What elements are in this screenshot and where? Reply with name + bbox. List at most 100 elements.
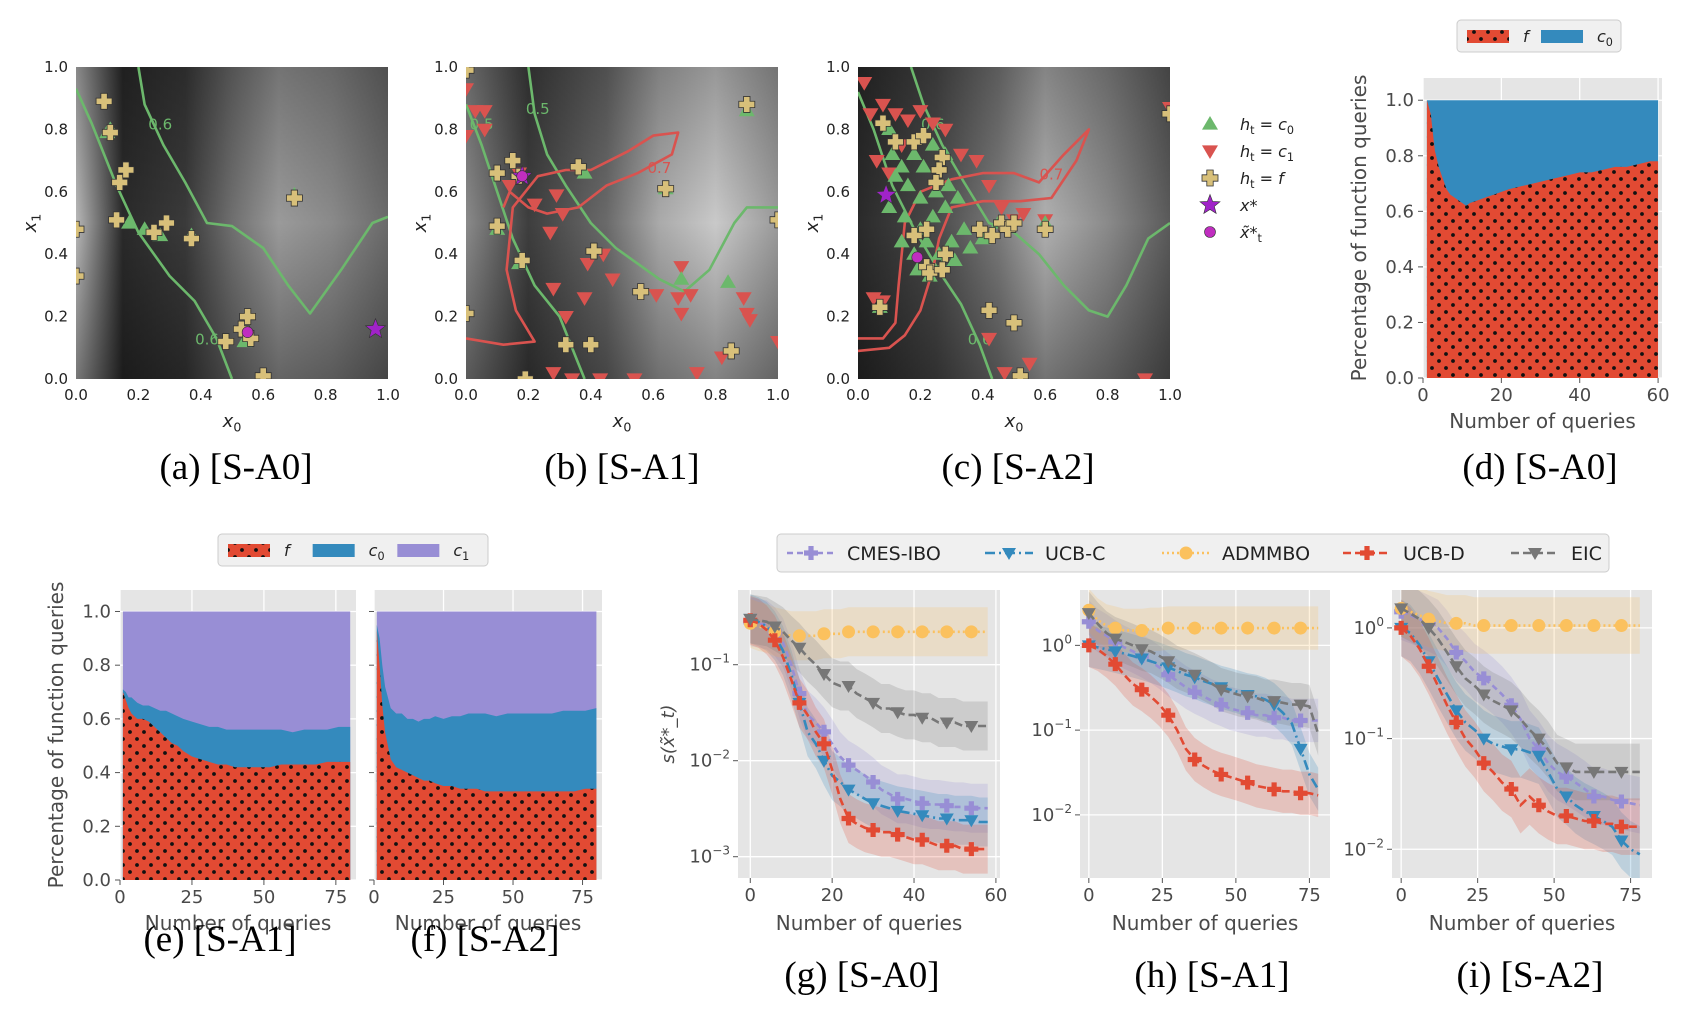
x-tick-label: 0 [1395,885,1406,906]
constraint-c1-point [1137,373,1154,379]
constraint-c1-point [952,148,969,163]
legend-swatch-f [228,544,270,557]
constraint-c0-point [962,239,979,254]
series-marker-ucbd [1449,715,1464,730]
series-marker-cmes [841,758,856,773]
constraint-c0-point [915,158,932,173]
contour-legend: ht = c0 ht = c1 ht = f x* x̃*t [1199,115,1294,245]
objective-f-point [516,370,534,379]
objective-f-point [874,114,892,132]
constraint-c1-point [466,130,474,144]
x-tick-label: 0 [1417,385,1428,406]
constraint-c0-point [881,199,898,213]
y-tick-label: 0.8 [434,120,458,138]
series-marker-ucbd [964,842,979,857]
objective-f-point [117,161,135,179]
series-marker-ucbd [1293,786,1308,801]
x-tick-label: 0.2 [516,386,540,404]
legend-label: ht = c1 [1240,142,1294,164]
x-tick-label: 0.2 [126,386,150,404]
objective-f-point [971,220,989,238]
constraint-c0-point [937,199,954,213]
legend-marker-ucbd [1360,546,1374,561]
series-marker-ucbd [1134,682,1149,697]
constraint-c1-point [688,367,705,379]
constraint-c0-point [896,208,913,223]
series-line-admmbo [1087,609,1319,632]
legend-methods: CMES-IBO UCB-C ADMMBO UCB-D EIC [776,533,1610,573]
series-marker-ucbd [1586,814,1601,829]
objective-f-point [557,336,575,354]
x-tick-label: 1.0 [766,386,790,404]
objective-f-point [738,96,756,113]
series-marker-admmbo [866,625,880,639]
series-marker-cmes [1214,697,1229,712]
series-marker-admmbo [1587,619,1601,633]
caption-a: (a) [S-A0] [159,447,313,488]
y-tick-label: 0.4 [44,245,68,263]
x-tick-label: 50 [1224,885,1247,906]
series-marker-admmbo [1135,623,1149,637]
y-tick-label: 100 [1353,615,1384,639]
constraint-c1-point [648,289,665,303]
y-axis-label: x1 [802,214,826,234]
constraint-c1-point [557,311,574,325]
contour-panel-c: 0.60.60.7 0.0 0.2 0.4 0.6 0.8 1.0 0.0 0.2 0.4 0.6 0… [802,58,1182,435]
series-marker-eic [1586,766,1601,779]
y-tick-label: 0.6 [434,183,458,201]
constraint-c0-point [893,233,910,248]
constraint-c1-point [526,198,543,213]
contour-line-green [137,67,388,315]
area-panel-d: 0 20 40 60 0.0 0.2 0.4 0.6 0.8 1.0 Number of queri… [1347,75,1670,433]
x-tick-label: 0 [1083,885,1094,906]
series-marker-cmes [866,775,881,790]
series-marker-ucbd [816,736,831,751]
constraint-c1-point [1015,208,1032,222]
y-tick-label: 10−3 [689,844,730,868]
series-marker-ucbc [1161,662,1176,675]
series-line-ucbc [1088,644,1320,791]
legend-swatch-c0 [1541,30,1583,43]
series-marker-ucbd [1187,752,1202,767]
constraint-c0-point [949,190,966,204]
series-marker-cmes [792,686,807,701]
series-marker-ucbc [1559,791,1574,804]
series-marker-cmes [1449,645,1464,660]
constraint-c1-point [466,83,474,97]
constraint-c1-point [542,226,559,241]
objective-f-point [722,342,740,360]
objective-f-point [158,214,175,232]
legend-label: c0 [1597,27,1613,49]
y-tick-label: 1.0 [826,58,850,76]
objective-f-point [585,242,603,260]
x-axis-label: x0 [612,411,632,435]
caption-g: (g) [S-A0] [784,955,940,996]
y-axis-label: s(x̃*_t) [658,704,679,763]
legend-label: UCB-D [1403,543,1465,565]
series-marker-ucbc [866,798,881,811]
legend-marker-admmbo [1179,546,1193,560]
legend-area-d: f c0 [1456,19,1622,53]
series-marker-eic [743,613,758,626]
x-axis-label: Number of queries [1449,409,1636,433]
series-marker-eic [1187,669,1202,682]
caption-e: (e) [S-A1] [143,919,297,960]
x-tick-label: 75 [1619,885,1642,906]
series-marker-ucbd [767,633,782,648]
constraint-c1-point [626,373,643,379]
series-marker-eic [890,707,905,720]
series-marker-eic [1476,689,1491,702]
confidence-band-ucbc [1088,623,1319,811]
contour-panel-b: 0.50.50.70.00.20.40.60.81.00.00.20.40.60… [410,58,790,435]
constraint-c1-point [670,292,687,306]
constraint-c0-point [887,168,904,182]
contour-label: 0.7 [648,159,672,177]
x-tick-label: 25 [180,887,203,908]
constraint-c1-point [868,155,885,169]
y-tick-label: 0.0 [826,370,850,388]
y-tick-label: 0.2 [1385,312,1414,333]
objective-f-point [95,92,113,110]
objective-f-point [108,211,125,229]
objective-f-point [918,220,936,238]
series-marker-admmbo [1267,621,1281,635]
